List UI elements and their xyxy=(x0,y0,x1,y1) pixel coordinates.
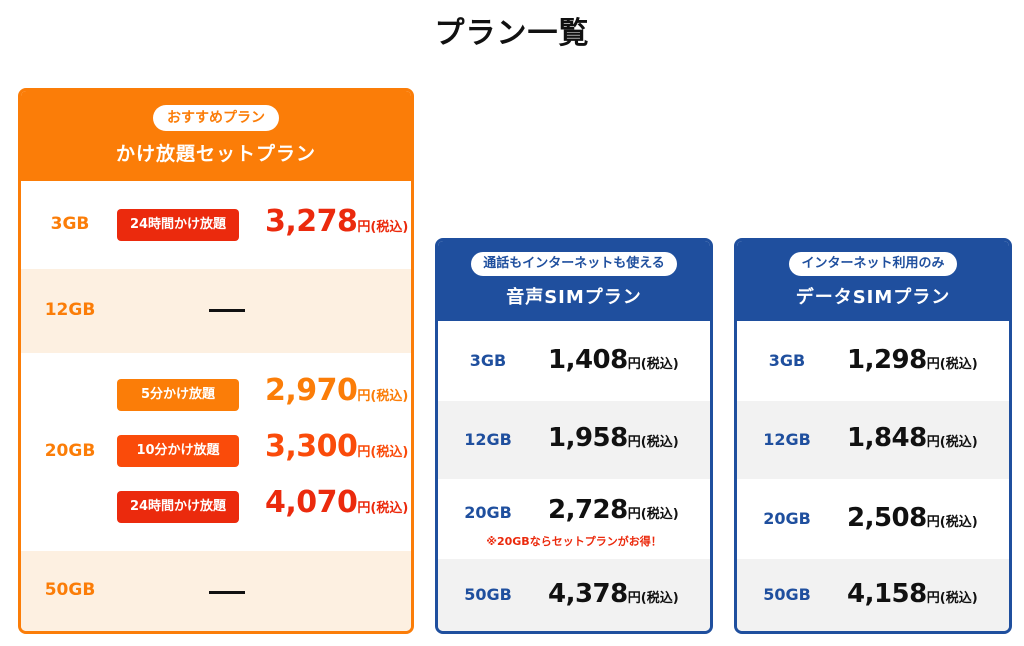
price: 4,158円(税込) xyxy=(847,579,978,609)
set-plan-row-50gb: 50GB xyxy=(21,551,411,631)
capacity-label: 50GB xyxy=(44,580,96,600)
call-option-tag: 5分かけ放題 xyxy=(117,379,239,411)
capacity-label: 50GB xyxy=(763,585,811,604)
set-plan-title: かけ放題セットプラン xyxy=(115,143,316,165)
voice-plan-header: 通話もインターネットも使える 音声SIMプラン xyxy=(438,241,710,321)
capacity-label: 12GB xyxy=(763,430,811,449)
data-plan-title: データSIMプラン xyxy=(795,287,951,308)
not-available-dash xyxy=(209,309,245,312)
data-plan-header: インターネット利用のみ データSIMプラン xyxy=(737,241,1009,321)
capacity-label: 20GB xyxy=(44,441,96,461)
voice-plan-row-20gb: 20GB 2,728円(税込) ※20GBならセットプランがお得！ xyxy=(438,479,710,559)
voice-plan-row-12gb: 12GB 1,958円(税込) xyxy=(438,401,710,479)
price: 1,298円(税込) xyxy=(847,345,978,375)
price: 1,408円(税込) xyxy=(548,345,679,375)
recommended-badge: おすすめプラン xyxy=(153,105,279,131)
call-option-tag: 10分かけ放題 xyxy=(117,435,239,467)
page-title: プラン一覧 xyxy=(434,16,590,51)
price: 3,300円(税込) xyxy=(265,429,409,464)
price: 4,378円(税込) xyxy=(548,579,679,609)
capacity-label: 12GB xyxy=(464,430,512,449)
voice-plan-row-50gb: 50GB 4,378円(税込) xyxy=(438,559,710,631)
capacity-label: 20GB xyxy=(763,509,811,528)
set-plan-row-12gb: 12GB xyxy=(21,269,411,353)
voice-plan-card: 通話もインターネットも使える 音声SIMプラン 3GB 1,408円(税込) 1… xyxy=(435,238,713,634)
set-plan-card: おすすめプラン かけ放題セットプラン 3GB 24時間かけ放題 3,278円(税… xyxy=(18,88,414,634)
price: 2,970円(税込) xyxy=(265,373,409,408)
capacity-label: 3GB xyxy=(768,351,806,370)
data-plan-badge: インターネット利用のみ xyxy=(789,252,957,276)
voice-plan-badge: 通話もインターネットも使える xyxy=(471,252,677,276)
price: 2,728円(税込) xyxy=(548,495,679,525)
price: 1,958円(税込) xyxy=(548,423,679,453)
data-plan-row-3gb: 3GB 1,298円(税込) xyxy=(737,321,1009,401)
data-plan-row-20gb: 20GB 2,508円(税込) xyxy=(737,479,1009,559)
capacity-label: 50GB xyxy=(464,585,512,604)
voice-plan-row-3gb: 3GB 1,408円(税込) xyxy=(438,321,710,401)
voice-plan-title: 音声SIMプラン xyxy=(506,287,642,308)
price: 4,070円(税込) xyxy=(265,485,409,520)
set-plan-row-20gb: 20GB 5分かけ放題 2,970円(税込) 10分かけ放題 3,300円(税込… xyxy=(21,353,411,551)
price: 2,508円(税込) xyxy=(847,503,978,533)
call-option-tag: 24時間かけ放題 xyxy=(117,209,239,241)
set-plan-row-3gb: 3GB 24時間かけ放題 3,278円(税込) xyxy=(21,181,411,269)
not-available-dash xyxy=(209,591,245,594)
set-plan-header: おすすめプラン かけ放題セットプラン xyxy=(21,91,411,181)
price: 3,278円(税込) xyxy=(265,204,409,239)
data-plan-row-50gb: 50GB 4,158円(税込) xyxy=(737,559,1009,631)
capacity-label: 3GB xyxy=(50,214,90,234)
capacity-label: 20GB xyxy=(464,503,512,522)
call-option-tag: 24時間かけ放題 xyxy=(117,491,239,523)
capacity-label: 3GB xyxy=(469,351,507,370)
price: 1,848円(税込) xyxy=(847,423,978,453)
data-plan-card: インターネット利用のみ データSIMプラン 3GB 1,298円(税込) 12G… xyxy=(734,238,1012,634)
capacity-label: 12GB xyxy=(44,300,96,320)
set-plan-recommendation-note: ※20GBならセットプランがお得！ xyxy=(486,535,662,548)
data-plan-row-12gb: 12GB 1,848円(税込) xyxy=(737,401,1009,479)
